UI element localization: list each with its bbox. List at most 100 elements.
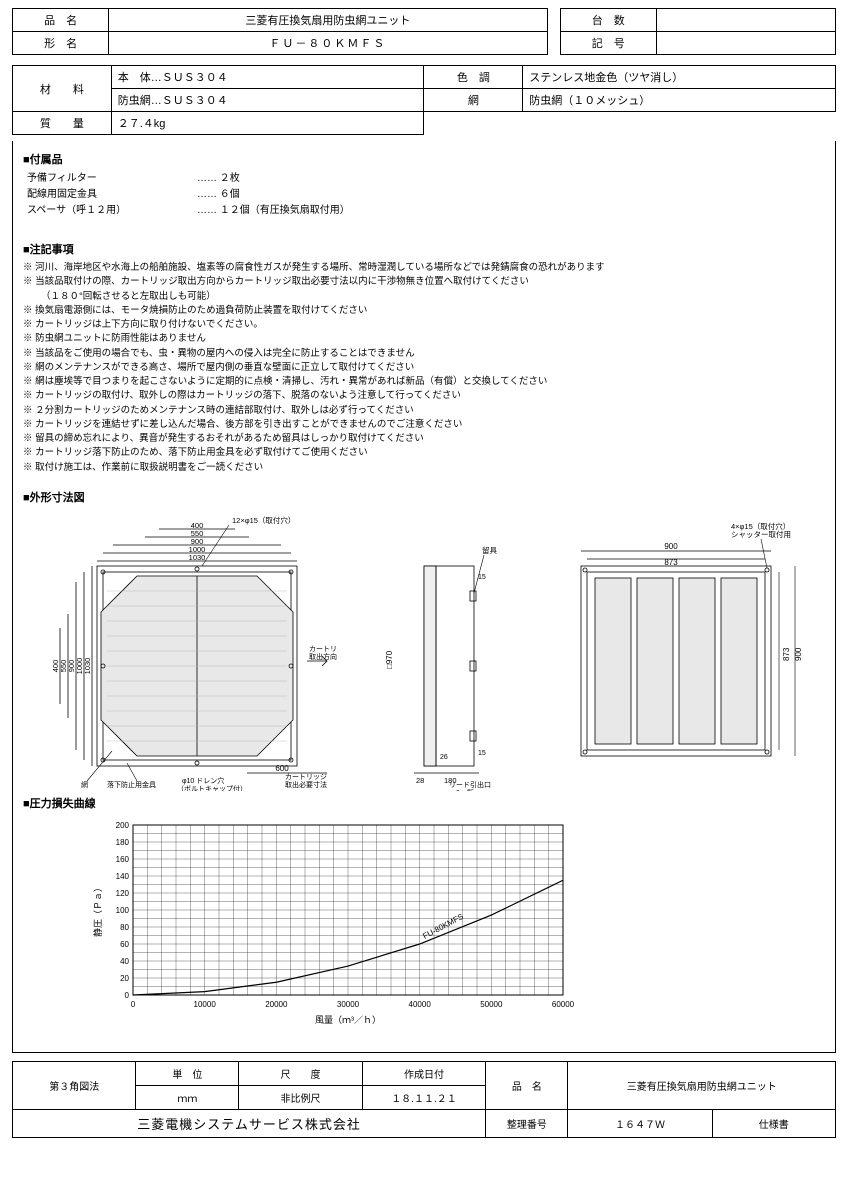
svg-text:風量（ｍ³／ｈ）: 風量（ｍ³／ｈ） — [315, 1015, 381, 1025]
unit-value: ｍｍ — [136, 1085, 239, 1109]
footer-table: 第３角図法 単 位 尺 度 作成日付 品 名 三菱有圧換気扇用防虫網ユニット ｍ… — [12, 1061, 836, 1138]
svg-text:26: 26 — [440, 754, 448, 761]
svg-text:0: 0 — [125, 991, 130, 1000]
notes-list: 河川、海岸地区や水海上の船舶施設、塩素等の腐食性ガスが発生する場所、常時湿潤して… — [23, 261, 825, 475]
date-label: 作成日付 — [362, 1061, 485, 1085]
doc-type: 仕様書 — [712, 1109, 836, 1137]
note-item: 取付け施工は、作業前に取扱説明書をご一読ください — [41, 461, 825, 475]
mark-label: 記 号 — [560, 32, 656, 55]
svg-text:873: 873 — [782, 647, 791, 661]
mass-value: ２７.４kg — [111, 112, 424, 135]
svg-text:200: 200 — [116, 821, 130, 830]
front-view-drawing: 10301000900550400 10301000900550400 600 … — [37, 511, 337, 791]
footer-name-value: 三菱有圧換気扇用防虫網ユニット — [568, 1061, 836, 1109]
qty-value — [656, 9, 835, 32]
svg-text:160: 160 — [116, 855, 130, 864]
svg-text:リード引出口2ヶ所: リード引出口2ヶ所 — [449, 780, 491, 791]
svg-text:15: 15 — [478, 574, 486, 581]
svg-text:140: 140 — [116, 872, 130, 881]
mass-label: 質 量 — [13, 112, 112, 135]
note-item: 河川、海岸地区や水海上の船舶施設、塩素等の腐食性ガスが発生する場所、常時湿潤して… — [41, 261, 825, 275]
company-name: 三菱電機システムサービス株式会社 — [13, 1109, 486, 1137]
doc-no-value: １６４７Ｗ — [568, 1109, 712, 1137]
accessory-row: 予備フィルター…… ２枚 — [27, 171, 825, 187]
svg-text:900: 900 — [191, 537, 204, 546]
svg-text:30000: 30000 — [337, 1000, 360, 1009]
svg-text:網: 網 — [81, 780, 88, 789]
model-label: 形 名 — [13, 32, 109, 55]
svg-text:550: 550 — [191, 529, 204, 538]
svg-text:10000: 10000 — [194, 1000, 217, 1009]
header-left-table: 品 名 三菱有圧換気扇用防虫網ユニット 形 名 ＦＵ－８０ＫＭＦＳ — [12, 8, 548, 55]
footer-name-label: 品 名 — [486, 1061, 568, 1109]
material-table: 材 料 本 体…ＳＵＳ３０４ 色 調 ステンレス地金色（ツヤ消し） 防虫網…ＳＵ… — [12, 65, 836, 135]
accessories-title: ■付属品 — [23, 151, 825, 167]
svg-text:80: 80 — [120, 923, 129, 932]
svg-text:12×φ15（取付穴）: 12×φ15（取付穴） — [232, 515, 295, 525]
svg-text:40: 40 — [120, 957, 129, 966]
note-item: カートリッジの取付け、取外しの際はカートリッジの落下、脱落のないよう注意して行っ… — [41, 389, 825, 403]
mark-value — [656, 32, 835, 55]
note-item: 留具の締め忘れにより、異音が発生するおそれがあるため留具はしっかり取付けてくださ… — [41, 432, 825, 446]
right-view-drawing: 900 873 4×φ15（取付穴）シャッター取付用 873 900 — [551, 511, 811, 791]
loss-curve-title: ■圧力損失曲線 — [23, 795, 825, 811]
net-value: 防虫網（１０メッシュ） — [523, 89, 836, 112]
accessories-list: 予備フィルター…… ２枚配線用固定金具…… ６個スペーサ（呼１２用）…… １２個… — [27, 171, 825, 219]
unit-label: 単 位 — [136, 1061, 239, 1085]
note-item: カートリッジ落下防止のため、落下防止用金具を必ず取付けてご使用ください — [41, 446, 825, 460]
svg-text:400: 400 — [191, 521, 204, 530]
svg-text:60: 60 — [120, 940, 129, 949]
scale-value: 非比例尺 — [239, 1085, 362, 1109]
material-mesh: 防虫網…ＳＵＳ３０４ — [111, 89, 424, 112]
note-item: 防虫網ユニットに防雨性能はありません — [41, 332, 825, 346]
loss-curve-chart: 0 20 40 60 80 100 120 140 160 180 200 0 10000 20000 30… — [83, 815, 825, 1038]
header-block: 品 名 三菱有圧換気扇用防虫網ユニット 形 名 ＦＵ－８０ＫＭＦＳ 台 数 記 … — [12, 8, 836, 55]
svg-text:180: 180 — [116, 838, 130, 847]
svg-text:カートリッジ取出方向: カートリッジ取出方向 — [309, 645, 337, 661]
svg-text:120: 120 — [116, 889, 130, 898]
doc-no-label: 整理番号 — [486, 1109, 568, 1137]
svg-text:カートリッジ取出必要寸法: カートリッジ取出必要寸法 — [285, 773, 327, 789]
svg-text:28: 28 — [416, 776, 424, 785]
note-item: ２分割カートリッジのためメンテナンス時の連結部取付け、取外しは必ず行ってください — [41, 404, 825, 418]
color-value: ステンレス地金色（ツヤ消し） — [523, 66, 836, 89]
svg-text:□970: □970 — [385, 650, 394, 669]
note-item: カートリッジは上下方向に取り付けないでください。 — [41, 318, 825, 332]
drawing-title: ■外形寸法図 — [23, 489, 825, 505]
product-label: 品 名 — [13, 9, 109, 32]
drawings-row: 10301000900550400 10301000900550400 600 … — [23, 511, 825, 791]
svg-text:0: 0 — [131, 1000, 136, 1009]
svg-text:900: 900 — [794, 647, 803, 661]
note-item: 当該品取付けの際、カートリッジ取出方向からカートリッジ取出必要寸法以内に干渉物無… — [41, 275, 825, 304]
side-view-drawing: 留具 □970 28 180 リード引出口2ヶ所 15 15 26 — [374, 511, 514, 791]
material-body: 本 体…ＳＵＳ３０４ — [111, 66, 424, 89]
main-content: ■付属品 予備フィルター…… ２枚配線用固定金具…… ６個スペーサ（呼１２用）…… — [12, 141, 836, 1053]
svg-text:20000: 20000 — [265, 1000, 288, 1009]
svg-text:873: 873 — [664, 558, 678, 567]
svg-text:4×φ15（取付穴）シャッター取付用: 4×φ15（取付穴）シャッター取付用 — [731, 521, 791, 539]
svg-text:1030: 1030 — [189, 553, 206, 562]
qty-label: 台 数 — [560, 9, 656, 32]
svg-text:落下防止用金具: 落下防止用金具 — [107, 780, 156, 789]
svg-text:60000: 60000 — [552, 1000, 575, 1009]
projection-label: 第３角図法 — [13, 1061, 136, 1109]
svg-text:静圧（Ｐａ）: 静圧（Ｐａ） — [92, 883, 103, 937]
color-label: 色 調 — [424, 66, 523, 89]
svg-text:20: 20 — [120, 974, 129, 983]
date-value: １８.１１.２１ — [362, 1085, 485, 1109]
scale-label: 尺 度 — [239, 1061, 362, 1085]
header-right-table: 台 数 記 号 — [560, 8, 836, 55]
svg-text:FU-80KMFS: FU-80KMFS — [421, 912, 464, 941]
svg-text:1000: 1000 — [189, 545, 206, 554]
svg-text:400: 400 — [51, 659, 60, 672]
svg-text:15: 15 — [478, 750, 486, 757]
svg-text:100: 100 — [116, 906, 130, 915]
material-label: 材 料 — [13, 66, 112, 112]
note-item: 換気扇電源側には、モータ焼損防止のため過負荷防止装置を取付けてください — [41, 304, 825, 318]
accessory-row: スペーサ（呼１２用）…… １２個（有圧換気扇取付用） — [27, 203, 825, 219]
svg-text:40000: 40000 — [409, 1000, 432, 1009]
svg-text:φ10 ドレン穴（ボルトキャップ付）: φ10 ドレン穴（ボルトキャップ付） — [177, 776, 247, 791]
notes-title: ■注記事項 — [23, 241, 825, 257]
note-item: 当該品をご使用の場合でも、虫・異物の屋内への侵入は完全に防止することはできません — [41, 347, 825, 361]
note-item: 網は塵埃等で目つまりを起こさないように定期的に点検・清掃し、汚れ・異常があれば新… — [41, 375, 825, 389]
